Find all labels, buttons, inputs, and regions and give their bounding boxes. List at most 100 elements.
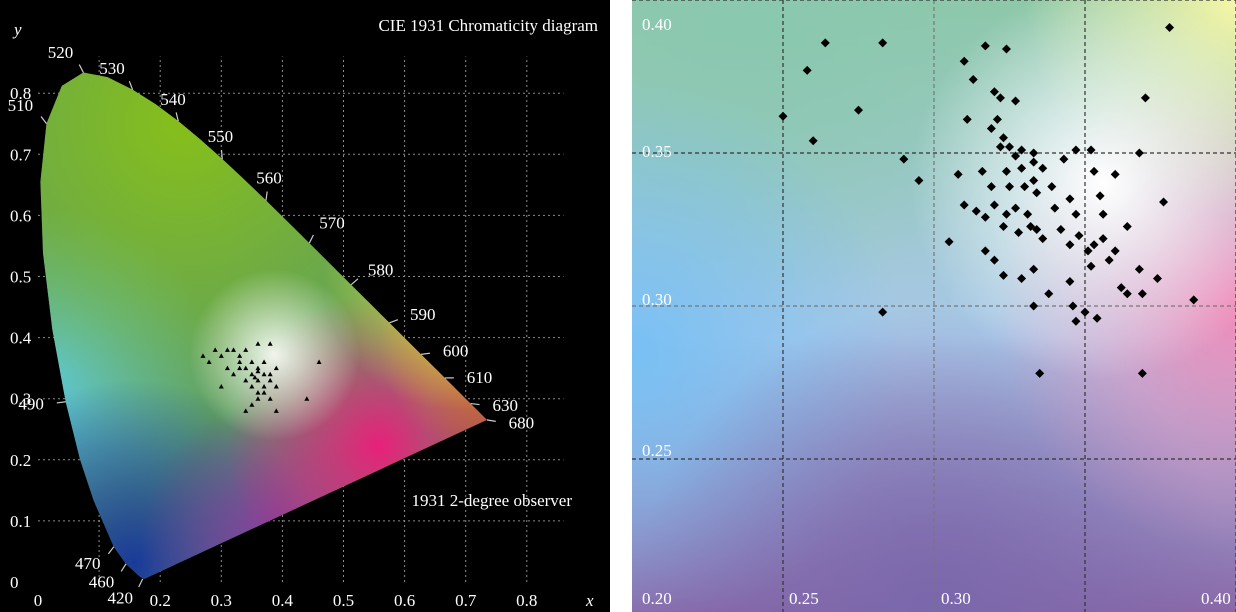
spectral-locus	[40, 72, 487, 579]
data-point	[1140, 93, 1150, 103]
x-tick-label: 0.2	[150, 591, 171, 610]
x-tick-label: 0.40	[1201, 589, 1231, 608]
locus-tick	[128, 80, 134, 90]
locus-ticks	[40, 64, 496, 588]
data-point	[237, 365, 243, 371]
data-point	[1137, 368, 1147, 378]
zoom-tick-labels: 0.20 0.25 0.30 0.40 0.40 0.35 0.30 0.25	[642, 15, 1231, 608]
data-point	[273, 408, 279, 413]
observer-annotation: 1931 2-degree observer	[412, 491, 573, 510]
data-point	[206, 359, 212, 365]
data-point	[1035, 368, 1045, 378]
data-point	[243, 377, 249, 383]
data-point	[944, 237, 954, 247]
data-point	[989, 200, 999, 210]
data-point	[261, 359, 267, 365]
wavelength-label: 590	[410, 305, 436, 324]
wavelength-label: 540	[160, 90, 186, 109]
data-point	[243, 347, 249, 352]
data-point	[1098, 209, 1108, 219]
data-point	[1032, 188, 1042, 198]
data-point	[1017, 273, 1027, 283]
data-point	[1029, 176, 1039, 186]
data-point	[231, 347, 237, 352]
data-point	[971, 206, 981, 216]
locus-tick	[350, 278, 359, 286]
x-axis-label: x	[585, 591, 594, 610]
data-point	[237, 359, 243, 365]
data-point	[1023, 209, 1033, 219]
data-point	[1083, 246, 1093, 256]
data-point	[255, 341, 261, 346]
x-tick-label: 0.7	[455, 591, 477, 610]
data-point	[778, 111, 788, 121]
data-point	[986, 182, 996, 192]
data-point	[1001, 166, 1011, 176]
data-point	[1122, 289, 1132, 299]
data-point	[304, 396, 310, 401]
data-point	[255, 368, 261, 374]
x-tick-label: 0.20	[642, 589, 672, 608]
y-tick-label: 0.4	[10, 329, 32, 348]
data-point	[1116, 283, 1126, 293]
wavelength-label: 560	[256, 169, 282, 188]
data-point	[1026, 221, 1036, 231]
data-point	[1092, 313, 1102, 323]
y-tick-label: 0.25	[642, 441, 672, 460]
y-tick-label: 0.40	[642, 15, 672, 34]
cie-axis-labels: 0 0.2 0.3 0.4 0.5 0.6 0.7 0.8 0 0.1 0.2 0.3 0.4 0.5 0.…	[10, 84, 537, 610]
y-tick-label: 0.2	[10, 451, 31, 470]
data-point	[998, 221, 1008, 231]
locus-tick	[175, 112, 179, 122]
data-point	[1017, 163, 1027, 173]
y-tick-label: 0.7	[10, 145, 32, 164]
data-point	[1005, 142, 1014, 152]
data-point	[998, 133, 1008, 143]
data-point	[989, 255, 999, 265]
data-point	[1098, 234, 1108, 244]
data-point	[1001, 209, 1011, 219]
data-point	[1038, 163, 1048, 173]
data-point	[243, 408, 249, 413]
y-tick-label: 0.1	[10, 512, 31, 531]
data-point	[992, 114, 1002, 124]
data-point	[1159, 197, 1169, 207]
data-point	[1017, 145, 1027, 155]
wavelength-label: 580	[368, 260, 394, 279]
data-point	[1029, 157, 1039, 167]
x-tick-label: 0	[34, 591, 43, 610]
wavelength-label: 510	[8, 96, 34, 115]
data-point	[255, 377, 261, 383]
locus-tick	[120, 563, 127, 572]
data-point	[237, 353, 243, 358]
locus-tick	[40, 116, 47, 124]
data-point	[878, 307, 888, 317]
y-tick-label: 0.35	[642, 142, 672, 161]
data-point	[1065, 194, 1075, 204]
locus-tick	[389, 319, 399, 324]
data-point	[1089, 240, 1099, 250]
data-point	[267, 396, 273, 401]
x-tick-label: 0.5	[333, 591, 354, 610]
data-point	[224, 347, 230, 352]
data-point	[1065, 277, 1075, 287]
data-point	[249, 402, 255, 407]
x-tick-label: 0.3	[211, 591, 232, 610]
zoom-grid	[632, 0, 1236, 612]
data-point	[1056, 225, 1066, 234]
wavelength-label: 530	[99, 59, 125, 78]
data-point	[252, 374, 258, 380]
y-axis-label: y	[12, 20, 22, 39]
y-tick-label: 0.8	[10, 84, 31, 103]
locus-tick	[265, 191, 268, 201]
data-point	[1074, 231, 1084, 241]
data-point	[1189, 295, 1199, 305]
data-point	[1020, 182, 1030, 192]
data-point	[1110, 246, 1120, 256]
chart-title: CIE 1931 Chromaticity diagram	[378, 16, 598, 35]
data-point	[255, 390, 261, 395]
data-point	[980, 246, 990, 256]
data-point	[267, 377, 273, 383]
data-point	[959, 56, 969, 66]
